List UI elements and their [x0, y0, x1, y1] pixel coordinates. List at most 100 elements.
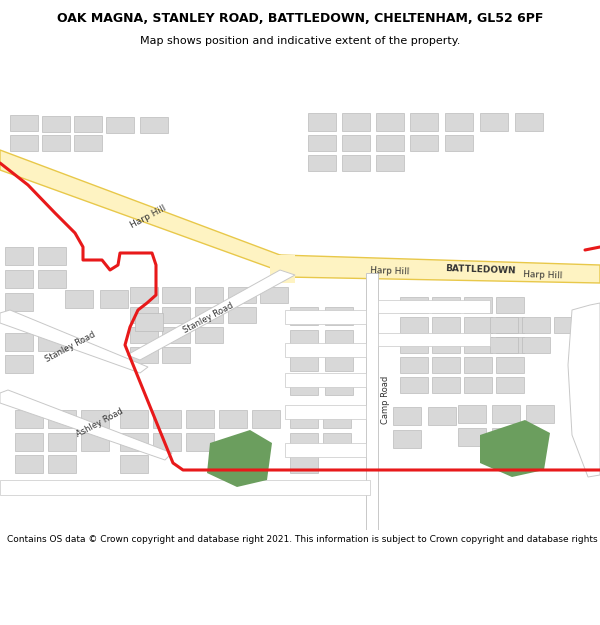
Bar	[490, 337, 518, 353]
Bar	[464, 337, 492, 353]
Bar	[162, 327, 190, 343]
Text: Harp Hill: Harp Hill	[370, 266, 410, 276]
Bar	[522, 337, 550, 353]
Bar	[492, 428, 520, 446]
Bar	[325, 353, 353, 371]
Bar	[195, 287, 223, 303]
Bar	[162, 347, 190, 363]
Bar	[554, 317, 582, 333]
Bar	[325, 377, 353, 395]
Bar	[15, 410, 43, 428]
Polygon shape	[285, 373, 366, 387]
Bar	[496, 337, 524, 353]
Text: Contains OS data © Crown copyright and database right 2021. This information is : Contains OS data © Crown copyright and d…	[7, 535, 600, 544]
Bar	[432, 337, 460, 353]
Bar	[496, 317, 524, 333]
Bar	[120, 433, 148, 451]
Polygon shape	[378, 333, 490, 346]
Bar	[308, 135, 336, 151]
Polygon shape	[0, 310, 148, 373]
Bar	[42, 135, 70, 151]
Bar	[195, 307, 223, 323]
Bar	[464, 297, 492, 313]
Text: Ashley Road: Ashley Road	[75, 407, 125, 439]
Bar	[400, 297, 428, 313]
Bar	[48, 410, 76, 428]
Text: Camp Road: Camp Road	[380, 376, 389, 424]
Bar	[135, 313, 163, 331]
Bar	[81, 410, 109, 428]
Bar	[74, 116, 102, 132]
Bar	[5, 333, 33, 351]
Bar	[496, 357, 524, 373]
Bar	[393, 430, 421, 448]
Bar	[290, 410, 318, 428]
Text: Stanley Road: Stanley Road	[181, 301, 235, 335]
Bar	[492, 405, 520, 423]
Polygon shape	[366, 273, 378, 530]
Bar	[432, 377, 460, 393]
Bar	[290, 307, 318, 325]
Bar	[480, 113, 508, 131]
Polygon shape	[280, 255, 600, 283]
Text: OAK MAGNA, STANLEY ROAD, BATTLEDOWN, CHELTENHAM, GL52 6PF: OAK MAGNA, STANLEY ROAD, BATTLEDOWN, CHE…	[57, 12, 543, 25]
Bar	[260, 287, 288, 303]
Bar	[120, 455, 148, 473]
Bar	[153, 433, 181, 451]
Bar	[342, 155, 370, 171]
Bar	[376, 155, 404, 171]
Bar	[38, 247, 66, 265]
Bar	[74, 135, 102, 151]
Bar	[496, 297, 524, 313]
Text: Harp Hill: Harp Hill	[128, 204, 167, 230]
Bar	[186, 410, 214, 428]
Bar	[400, 357, 428, 373]
Bar	[432, 317, 460, 333]
Bar	[445, 113, 473, 131]
Bar	[410, 135, 438, 151]
Bar	[410, 113, 438, 131]
Bar	[400, 377, 428, 393]
Bar	[140, 117, 168, 133]
Polygon shape	[480, 420, 550, 477]
Polygon shape	[0, 390, 172, 460]
Bar	[130, 327, 158, 343]
Bar	[428, 407, 456, 425]
Bar	[290, 377, 318, 395]
Bar	[48, 433, 76, 451]
Polygon shape	[285, 405, 366, 419]
Bar	[342, 113, 370, 131]
Polygon shape	[285, 443, 366, 457]
Bar	[100, 290, 128, 308]
Bar	[308, 155, 336, 171]
Text: BATTLEDOWN: BATTLEDOWN	[445, 264, 515, 276]
Bar	[153, 410, 181, 428]
Bar	[290, 455, 318, 473]
Bar	[522, 317, 550, 333]
Bar	[130, 307, 158, 323]
Bar	[5, 270, 33, 288]
Bar	[432, 297, 460, 313]
Bar	[515, 113, 543, 131]
Polygon shape	[285, 343, 366, 357]
Bar	[400, 317, 428, 333]
Bar	[496, 377, 524, 393]
Bar	[376, 135, 404, 151]
Bar	[325, 307, 353, 325]
Bar	[48, 455, 76, 473]
Bar	[5, 293, 33, 311]
Text: Harp Hill: Harp Hill	[523, 270, 563, 280]
Bar	[432, 357, 460, 373]
Bar	[15, 455, 43, 473]
Bar	[106, 116, 134, 132]
Bar	[308, 113, 336, 131]
Bar	[458, 428, 486, 446]
Bar	[120, 410, 148, 428]
Bar	[290, 353, 318, 371]
Bar	[490, 317, 518, 333]
Bar	[464, 377, 492, 393]
Polygon shape	[0, 150, 285, 273]
Bar	[376, 113, 404, 131]
Bar	[162, 307, 190, 323]
Bar	[38, 333, 66, 351]
